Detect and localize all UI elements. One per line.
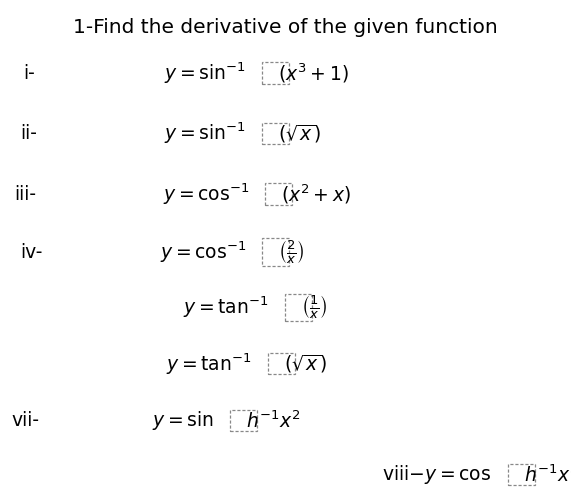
Text: 1-Find the derivative of the given function: 1-Find the derivative of the given funct… (73, 18, 498, 37)
Text: $\left(\frac{1}{x}\right)$: $\left(\frac{1}{x}\right)$ (301, 294, 328, 321)
Text: ii-: ii- (20, 124, 37, 143)
Text: $y = \cos^{-1}$: $y = \cos^{-1}$ (160, 239, 246, 265)
Text: iii-: iii- (14, 184, 37, 204)
Text: $y = \tan^{-1}$: $y = \tan^{-1}$ (183, 295, 269, 320)
Text: iv-: iv- (20, 242, 42, 262)
Text: $y = \sin^{-1}$: $y = \sin^{-1}$ (164, 60, 246, 86)
Text: $\left(\frac{2}{x}\right)$: $\left(\frac{2}{x}\right)$ (278, 238, 305, 266)
Text: $h^{-1}x^2$: $h^{-1}x^2$ (246, 410, 300, 431)
Text: i-: i- (23, 64, 35, 83)
Text: vii-: vii- (11, 411, 39, 430)
Text: $(x^2 +x)$: $(x^2 +x)$ (281, 182, 351, 206)
Text: $y = \cos^{-1}$: $y = \cos^{-1}$ (163, 181, 249, 207)
Text: $h^{-1}x^3$: $h^{-1}x^3$ (524, 464, 571, 485)
Text: $y = \sin^{-1}$: $y = \sin^{-1}$ (164, 121, 246, 146)
Text: $y = \tan^{-1}$: $y = \tan^{-1}$ (166, 351, 252, 376)
Text: $(\sqrt{x})$: $(\sqrt{x})$ (278, 122, 321, 145)
Text: $(\sqrt{x})$: $(\sqrt{x})$ (284, 353, 327, 375)
Text: $y = \sin$: $y = \sin$ (152, 409, 214, 432)
Text: $(x^3 +1)$: $(x^3 +1)$ (278, 61, 349, 85)
Text: $\mathrm{viii{-}}y = \cos$: $\mathrm{viii{-}}y = \cos$ (383, 463, 492, 486)
